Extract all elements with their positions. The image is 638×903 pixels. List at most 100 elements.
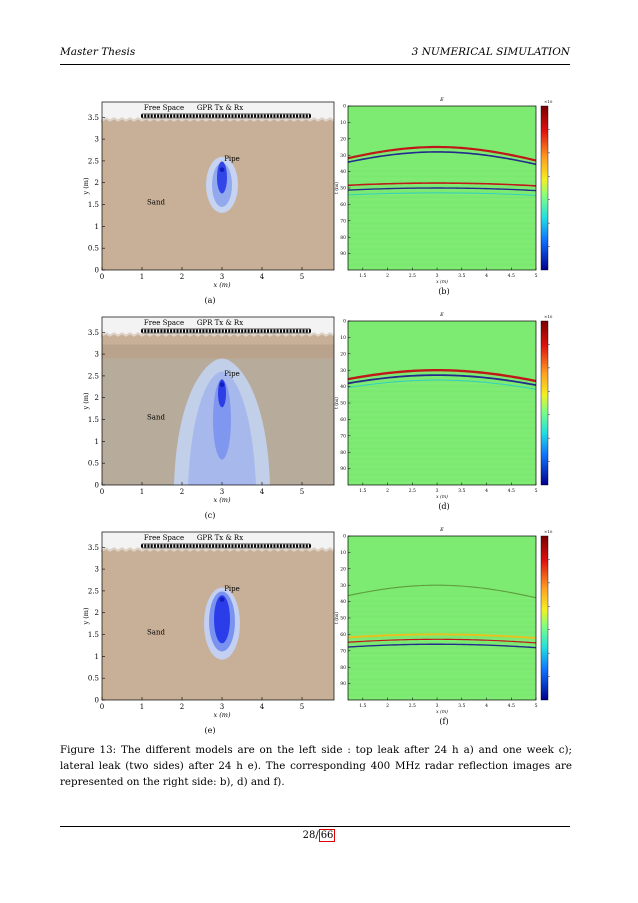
gpr-antenna-element xyxy=(237,544,240,548)
gpr-antenna-element xyxy=(273,329,276,333)
y-tick-label: 60 xyxy=(340,417,346,423)
gpr-antenna-element xyxy=(302,114,305,118)
x-tick-label: 3.5 xyxy=(458,703,465,709)
header-rule xyxy=(60,64,570,65)
pipe-label: Pipe xyxy=(224,155,240,163)
y-tick-label: 2.5 xyxy=(88,157,99,165)
subfigure-label: (d) xyxy=(438,502,449,511)
gpr-antenna-element xyxy=(208,544,211,548)
gpr-antenna-element xyxy=(260,544,263,548)
gpr-antenna-element xyxy=(160,329,163,333)
gpr-antenna-element xyxy=(183,329,185,333)
gpr-antenna-element xyxy=(170,544,173,548)
gpr-antenna-element xyxy=(170,114,173,118)
leak-plume-core xyxy=(217,161,227,194)
ground-surface xyxy=(101,547,335,553)
x-tick-label: 3 xyxy=(220,703,224,711)
gpr-antenna-element xyxy=(250,329,253,333)
gpr-antenna-element xyxy=(267,329,269,333)
gpr-antenna-element xyxy=(231,329,234,333)
y-axis-label: y (m) xyxy=(82,392,90,410)
x-tick-label: 4 xyxy=(260,703,265,711)
gpr-antenna-element xyxy=(292,544,295,548)
model-axes-frame xyxy=(101,531,335,701)
x-tick-label: 5 xyxy=(535,488,538,494)
gpr-antenna-element xyxy=(292,114,295,118)
gpr-antenna-element xyxy=(231,544,234,548)
y-tick-label: 20 xyxy=(340,351,346,357)
gpr-antenna-element xyxy=(147,114,150,118)
radargram-background xyxy=(348,536,536,700)
gpr-antenna-element xyxy=(257,544,260,548)
gpr-antenna-element xyxy=(212,329,215,333)
x-tick-label: 4 xyxy=(260,488,265,496)
y-tick-label: 60 xyxy=(340,632,346,638)
y-tick-label: 10 xyxy=(340,550,346,556)
y-tick-label: 3 xyxy=(95,566,99,574)
colorbar-exponent: ×10 xyxy=(544,99,553,104)
y-tick-label: 50 xyxy=(340,616,346,622)
gpr-antenna-element xyxy=(263,114,266,118)
gpr-antenna-element xyxy=(186,114,189,118)
gpr-antenna-element xyxy=(166,329,169,333)
gpr-antenna-element xyxy=(150,329,153,333)
x-tick-label: 0 xyxy=(100,273,104,281)
subfigure-label: (b) xyxy=(438,287,449,296)
gpr-antenna-element xyxy=(302,544,305,548)
gpr-antenna-element xyxy=(250,544,253,548)
gpr-antenna-element xyxy=(189,114,192,118)
model-panel-e: 0 1 2 3 4 5 0 0.5 1 1.5 2 2.5 3 3.5 x (m) y (m) Free Spa… xyxy=(82,531,335,735)
gpr-antenna-element xyxy=(244,114,247,118)
gpr-antenna-element xyxy=(144,329,147,333)
gpr-antenna-element xyxy=(186,544,189,548)
y-tick-label: 10 xyxy=(340,335,346,341)
radargram-title: E xyxy=(439,312,444,318)
gpr-antenna-element xyxy=(199,329,202,333)
gpr-antenna-element xyxy=(267,114,269,118)
gpr-antenna-element xyxy=(225,544,227,548)
gpr-antenna-element xyxy=(241,329,244,333)
x-tick-label: 2 xyxy=(180,273,184,281)
x-tick-label: 1.5 xyxy=(359,488,366,494)
gpr-antenna-element xyxy=(237,329,240,333)
x-tick-label: 3 xyxy=(220,488,224,496)
x-tick-label: 2 xyxy=(386,273,389,279)
reflection-hyperbola xyxy=(347,151,537,166)
gpr-antenna-element xyxy=(195,544,198,548)
sand-label: Sand xyxy=(147,199,165,207)
gpr-antenna-element xyxy=(296,544,299,548)
gpr-antenna-element xyxy=(289,544,292,548)
gpr-antenna-element xyxy=(157,329,160,333)
gpr-antenna-element xyxy=(189,329,192,333)
leak-plume-core xyxy=(214,595,230,644)
x-tick-label: 2 xyxy=(386,703,389,709)
sand-label: Sand xyxy=(147,629,165,637)
y-tick-label: 60 xyxy=(340,202,346,208)
colorbar xyxy=(540,535,549,701)
gpr-antenna-element xyxy=(199,114,202,118)
gpr-antenna-element xyxy=(218,544,221,548)
y-tick-label: 0.5 xyxy=(88,245,99,253)
gpr-antenna-element xyxy=(237,114,240,118)
gpr-antenna-element xyxy=(302,329,305,333)
page-total-link[interactable]: 66 xyxy=(318,829,336,842)
gpr-antenna-element xyxy=(186,329,189,333)
gpr-antenna-element xyxy=(244,544,247,548)
gpr-antenna-element xyxy=(208,329,211,333)
gpr-antenna-element xyxy=(241,114,244,118)
y-tick-label: 10 xyxy=(340,120,346,126)
gpr-antenna-element xyxy=(289,114,292,118)
gpr-antenna-element xyxy=(241,544,244,548)
gpr-antenna-element xyxy=(254,544,257,548)
y-tick-label: 3 xyxy=(95,136,99,144)
gpr-antenna-element xyxy=(141,544,143,548)
gpr-antenna-element xyxy=(183,544,185,548)
gpr-antenna-element xyxy=(157,114,160,118)
gpr-antenna-element xyxy=(279,544,282,548)
gpr-antenna-element xyxy=(244,329,247,333)
gpr-label: GPR Tx & Rx xyxy=(197,534,243,542)
gpr-antenna-element xyxy=(250,114,253,118)
x-tick-label: 1.5 xyxy=(359,273,366,279)
x-tick-label: 4 xyxy=(485,703,488,709)
gpr-antenna-element xyxy=(163,114,166,118)
